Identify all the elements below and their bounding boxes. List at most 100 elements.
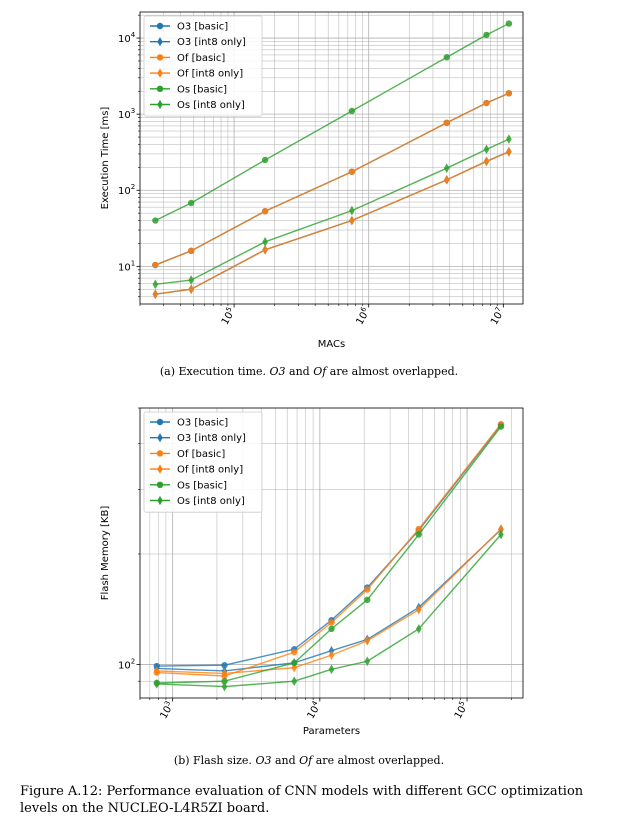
legend-box	[143, 15, 263, 117]
caption-a-term2: Of	[313, 365, 327, 378]
x-tick-label-exponent: 3	[163, 700, 172, 708]
series	[153, 524, 504, 676]
legend-marker	[157, 464, 163, 474]
data-point	[349, 205, 355, 216]
data-point	[364, 656, 371, 667]
legend-marker	[156, 418, 164, 426]
x-tick-label-exponent: 7	[494, 306, 503, 314]
series-line	[155, 151, 510, 295]
legend-label: Os [int8 only]	[177, 496, 245, 507]
data-point	[188, 284, 194, 295]
legend-item: Os [basic]	[150, 480, 227, 491]
data-point	[364, 635, 371, 646]
legend-label: O3 [int8 only]	[177, 37, 246, 48]
data-point	[483, 31, 490, 39]
data-point	[497, 423, 505, 430]
legend-item: O3 [basic]	[150, 22, 228, 33]
legend-item: Of [int8 only]	[150, 68, 243, 80]
subfigure-b-caption: (b) Flash size. O3 and Of are almost ove…	[0, 754, 618, 767]
legend-item: Os [int8 only]	[150, 495, 245, 507]
legend-label: Os [basic]	[177, 480, 227, 491]
data-point	[443, 119, 450, 126]
series-line	[155, 92, 510, 266]
x-tick-label: 105	[451, 700, 471, 721]
data-point	[349, 215, 355, 226]
series-line	[155, 151, 510, 295]
series	[152, 90, 513, 269]
grid	[140, 408, 523, 698]
series	[152, 147, 512, 300]
legend-item: Of [int8 only]	[150, 464, 243, 476]
x-tick-label-exponent: 4	[310, 699, 319, 707]
data-point	[483, 99, 490, 107]
data-point	[483, 144, 490, 155]
data-point	[328, 625, 335, 633]
data-point	[152, 279, 159, 290]
axes-frame	[139, 407, 524, 699]
axes-frame	[139, 11, 524, 305]
series-line	[155, 138, 510, 286]
legend-item: O3 [int8 only]	[150, 433, 246, 444]
data-point	[483, 156, 490, 167]
legend-item: O3 [basic]	[150, 418, 228, 429]
y-axis-label: Flash Memory [KB]	[100, 506, 111, 601]
data-point	[221, 662, 228, 669]
data-point	[415, 525, 422, 533]
legend-label: O3 [int8 only]	[177, 433, 246, 444]
plot-area	[153, 420, 505, 692]
x-tick-label-exponent: 6	[359, 305, 368, 313]
figure-label: Figure A.12:	[20, 784, 103, 799]
legend-label: O3 [basic]	[177, 22, 228, 33]
data-point	[328, 619, 335, 626]
series-line	[156, 534, 502, 688]
data-point	[152, 289, 159, 300]
series-line	[155, 92, 510, 266]
plot-area	[152, 20, 513, 300]
y-tick-label: 103	[118, 107, 135, 121]
caption-b-mid: and	[271, 754, 300, 767]
execution-time-chart: 105 106 107 101 102 103 104 MACs Execution Time …	[100, 11, 524, 350]
legend-marker	[156, 22, 164, 30]
y-tick-label-exponent: 4	[131, 31, 136, 39]
legend-marker	[157, 495, 163, 506]
legend-marker	[157, 37, 163, 47]
y-tick-label-exponent: 3	[131, 107, 135, 115]
data-point	[187, 247, 195, 255]
legend-marker	[156, 450, 164, 457]
series	[153, 529, 504, 692]
data-point	[348, 107, 356, 115]
data-point	[291, 676, 298, 687]
y-tick-label-exponent: 2	[131, 657, 135, 665]
legend-marker	[157, 68, 163, 78]
x-axis-label: Parameters	[303, 726, 360, 737]
data-point	[221, 668, 228, 679]
y-tick-label-exponent: 2	[131, 183, 135, 191]
legend: O3 [basic] O3 [int8 only] Of [basic] Of [in…	[143, 15, 263, 117]
caption-a-term1: O3	[269, 365, 286, 378]
data-point	[506, 134, 512, 144]
y-tick-label: 102	[118, 183, 135, 197]
data-point	[221, 678, 228, 685]
x-tick-label: 106	[353, 305, 373, 327]
y-tick-label: 101	[118, 259, 135, 273]
series	[152, 20, 513, 224]
series	[153, 524, 504, 679]
series	[153, 423, 505, 687]
y-axis-label: Execution Time [ms]	[100, 107, 111, 210]
caption-b-term2: Of	[299, 754, 313, 767]
caption-a-suffix: are almost overlapped.	[326, 365, 459, 378]
legend-label: Os [int8 only]	[177, 100, 245, 111]
legend-label: Of [basic]	[177, 53, 225, 64]
data-point	[506, 147, 512, 157]
caption-b-suffix: are almost overlapped.	[312, 754, 445, 767]
legend-item: Os [basic]	[150, 84, 227, 95]
series-line	[156, 529, 502, 672]
data-point	[443, 175, 450, 185]
data-point	[291, 659, 298, 667]
data-point	[153, 679, 160, 689]
y-tick-label: 104	[118, 31, 136, 45]
legend-marker	[156, 54, 164, 61]
data-point	[443, 163, 450, 173]
legend-label: Of [int8 only]	[177, 69, 243, 80]
legend-label: O3 [basic]	[177, 418, 228, 429]
